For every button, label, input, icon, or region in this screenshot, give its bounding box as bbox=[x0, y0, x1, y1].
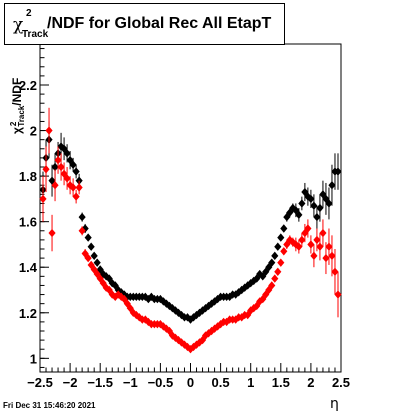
data-point bbox=[328, 181, 336, 190]
data-point bbox=[72, 192, 80, 201]
x-tick-label: 2.5 bbox=[332, 375, 350, 390]
data-point bbox=[316, 242, 324, 251]
data-point bbox=[268, 258, 276, 267]
data-point bbox=[322, 253, 330, 263]
data-point bbox=[298, 199, 306, 208]
data-point bbox=[93, 269, 101, 279]
y-tick-label: 1.2 bbox=[19, 306, 37, 321]
data-series bbox=[39, 107, 342, 354]
data-point bbox=[42, 165, 50, 174]
x-tick-label: 1.5 bbox=[272, 375, 290, 390]
data-point bbox=[298, 235, 306, 245]
data-point bbox=[295, 210, 303, 220]
data-point bbox=[51, 162, 59, 172]
data-point bbox=[75, 176, 83, 185]
data-point bbox=[280, 224, 288, 233]
title-subscript: Track bbox=[22, 29, 49, 40]
axis-ticks: −2.5 −2 −1.5 −1 −0.5 0 0.5 1 1.5 2 2.5 1 1.2 1.4 1.6 1.… bbox=[19, 48, 350, 390]
chart-title-box: χ 2 Track /NDF for Global Rec All EtapT bbox=[4, 3, 285, 45]
x-axis-label: η bbox=[330, 396, 339, 412]
title-superscript: 2 bbox=[26, 8, 32, 19]
data-point bbox=[69, 183, 77, 192]
x-tick-label: 2 bbox=[307, 375, 314, 390]
data-point bbox=[286, 235, 294, 245]
y-label-chi: χ bbox=[10, 127, 24, 134]
data-point bbox=[93, 258, 101, 267]
data-point bbox=[277, 258, 285, 267]
data-point bbox=[69, 160, 77, 169]
data-point bbox=[310, 201, 318, 210]
data-point bbox=[274, 242, 282, 251]
data-point bbox=[78, 226, 86, 235]
data-point bbox=[325, 242, 333, 251]
data-point bbox=[334, 290, 342, 299]
data-point bbox=[75, 183, 83, 192]
data-point bbox=[328, 251, 336, 261]
data-point bbox=[280, 247, 288, 256]
data-point bbox=[289, 203, 297, 213]
data-point bbox=[84, 233, 92, 242]
data-point bbox=[87, 242, 95, 251]
y-label-rest: /NDF bbox=[10, 77, 24, 106]
series-black bbox=[39, 121, 342, 324]
data-point bbox=[81, 224, 89, 233]
data-point bbox=[63, 174, 71, 183]
data-point bbox=[319, 228, 327, 238]
data-point bbox=[304, 224, 312, 233]
x-tick-label: 1 bbox=[247, 375, 254, 390]
data-point bbox=[45, 126, 53, 135]
x-tick-label: 0.5 bbox=[212, 375, 230, 390]
series-red bbox=[39, 107, 342, 354]
x-tick-label: −1 bbox=[123, 375, 138, 390]
data-point bbox=[63, 149, 71, 158]
title-chi-symbol: χ bbox=[13, 15, 24, 35]
x-tick-label: −2 bbox=[63, 375, 78, 390]
y-label-sub: Track bbox=[17, 105, 26, 127]
data-point bbox=[313, 212, 321, 222]
data-point bbox=[84, 253, 92, 263]
y-axis-label: χ2Track/NDF bbox=[9, 77, 26, 134]
x-tick-label: −2.5 bbox=[27, 375, 53, 390]
data-point bbox=[54, 155, 62, 165]
data-point bbox=[57, 162, 65, 172]
data-point bbox=[283, 212, 291, 222]
data-point bbox=[72, 167, 80, 176]
y-tick-label: 1.8 bbox=[19, 169, 37, 184]
data-point bbox=[90, 251, 98, 261]
data-point bbox=[310, 251, 318, 261]
data-point bbox=[271, 274, 279, 283]
data-point bbox=[78, 212, 86, 222]
x-tick-label: −1.5 bbox=[87, 375, 113, 390]
data-point bbox=[274, 267, 282, 276]
x-tick-label: −0.5 bbox=[148, 375, 174, 390]
data-point bbox=[120, 290, 128, 299]
chart-title: /NDF for Global Rec All EtapT bbox=[47, 15, 272, 32]
data-point bbox=[57, 142, 65, 151]
data-point bbox=[39, 194, 47, 204]
data-point bbox=[325, 199, 333, 208]
y-tick-label: 1.4 bbox=[19, 260, 38, 275]
data-point bbox=[51, 181, 59, 190]
y-tick-label: 1.6 bbox=[19, 215, 37, 230]
timestamp: Fri Dec 31 15:46:20 2021 bbox=[3, 401, 96, 410]
data-point bbox=[313, 235, 321, 245]
data-point bbox=[111, 292, 119, 302]
x-tick-label: 0 bbox=[187, 375, 194, 390]
y-tick-label: 2.2 bbox=[19, 78, 37, 93]
data-point bbox=[277, 233, 285, 242]
data-point bbox=[316, 203, 324, 213]
data-point bbox=[268, 281, 276, 290]
y-tick-label: 1 bbox=[30, 351, 37, 366]
data-point bbox=[295, 242, 303, 251]
data-point bbox=[271, 251, 279, 261]
data-point bbox=[334, 167, 342, 176]
y-tick-label: 2 bbox=[30, 124, 37, 139]
data-point bbox=[307, 194, 315, 204]
data-point bbox=[96, 265, 104, 274]
data-point bbox=[331, 267, 339, 276]
data-point bbox=[48, 228, 56, 238]
data-point bbox=[307, 240, 315, 249]
